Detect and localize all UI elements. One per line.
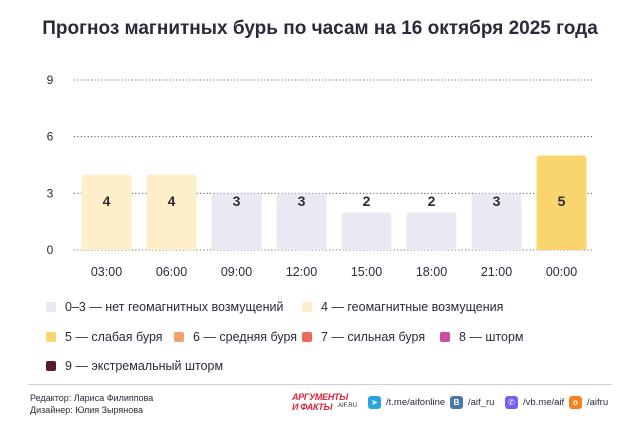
vk-icon: B xyxy=(450,396,463,409)
x-tick-label: 15:00 xyxy=(351,265,382,279)
social-label: /aif_ru xyxy=(468,397,495,408)
legend-swatch xyxy=(174,332,184,342)
bar xyxy=(471,193,522,250)
bar-value-label: 2 xyxy=(363,193,371,209)
social-label: /vb.me/aif xyxy=(523,397,565,408)
legend-item-8: 8 — шторм xyxy=(440,330,524,344)
x-tick-label: 21:00 xyxy=(481,265,512,279)
social-viber-link[interactable]: ✆ /vb.me/aif xyxy=(505,396,564,409)
bar xyxy=(211,193,262,250)
bar xyxy=(536,155,587,250)
bar-chart: 0 3 6 9 4 03:00 4 06:00 3 09:00 3 12:00 2 15:00 2 18:00… xyxy=(47,73,594,279)
bar-value-label: 3 xyxy=(233,193,241,209)
x-tick-label: 09:00 xyxy=(221,265,252,279)
bar-value-label: 3 xyxy=(493,193,501,209)
legend-swatch xyxy=(46,332,56,342)
legend-label: 8 — шторм xyxy=(459,330,524,344)
bar-value-label: 5 xyxy=(558,193,566,209)
bar xyxy=(81,174,132,250)
bar-value-label: 2 xyxy=(428,193,436,209)
social-label: /t.me/aifonline xyxy=(386,397,446,408)
y-tick-label: 3 xyxy=(47,186,54,200)
bar xyxy=(406,212,457,250)
legend-item-9: 9 — экстремальный шторм xyxy=(46,359,223,373)
legend-label: 9 — экстремальный шторм xyxy=(65,359,224,373)
editor-credit: Редактор: Лариса Филиппова xyxy=(30,393,154,403)
social-telegram-link[interactable]: ➤ /t.me/aifonline xyxy=(368,396,445,409)
x-tick-label: 06:00 xyxy=(156,265,187,279)
legend-swatch xyxy=(302,302,312,312)
ok-icon: о xyxy=(569,396,582,409)
legend-item-5: 5 — слабая буря xyxy=(46,330,163,344)
social-label: /aifru xyxy=(587,397,609,408)
credits: Редактор: Лариса Филиппова Дизайнер: Юли… xyxy=(30,392,153,416)
bar-value-label: 4 xyxy=(103,193,111,209)
footer-divider xyxy=(28,384,612,385)
bar xyxy=(341,212,392,250)
legend-item-6: 6 — средняя буря xyxy=(174,330,297,344)
designer-credit: Дизайнер: Юлия Зырянова xyxy=(30,405,143,415)
legend-label: 7 — сильная буря xyxy=(321,330,426,344)
aif-logo[interactable]: АРГУМЕНТЫ И ФАКТЫ AIF.RU xyxy=(292,392,360,414)
bar xyxy=(276,193,327,250)
bar xyxy=(146,174,197,250)
y-tick-label: 9 xyxy=(47,73,54,87)
x-tick-label: 03:00 xyxy=(91,265,122,279)
legend-item-7: 7 — сильная буря xyxy=(302,330,425,344)
legend-swatch xyxy=(46,361,56,371)
legend-label: 5 — слабая буря xyxy=(65,330,163,344)
logo-line-2: И ФАКТЫ xyxy=(292,402,333,412)
x-tick-label: 18:00 xyxy=(416,265,447,279)
chart-title: Прогноз магнитных бурь по часам на 16 ок… xyxy=(42,18,598,39)
x-tick-label: 12:00 xyxy=(286,265,317,279)
legend-swatch xyxy=(302,332,312,342)
logo-line-3: AIF.RU xyxy=(338,403,358,409)
legend-label: 0–3 — нет геомагнитных возмущений xyxy=(65,300,284,314)
telegram-icon: ➤ xyxy=(368,396,381,409)
legend-swatch xyxy=(46,302,56,312)
legend-swatch xyxy=(440,332,450,342)
legend-label: 6 — средняя буря xyxy=(193,330,298,344)
legend-item-0-3: 0–3 — нет геомагнитных возмущений xyxy=(46,300,283,314)
bar-value-label: 4 xyxy=(168,193,176,209)
bar-value-label: 3 xyxy=(298,193,306,209)
viber-icon: ✆ xyxy=(505,396,518,409)
y-tick-label: 6 xyxy=(47,130,54,144)
y-tick-label: 0 xyxy=(47,243,54,257)
social-vk-link[interactable]: B /aif_ru xyxy=(450,396,494,409)
x-tick-label: 00:00 xyxy=(546,265,577,279)
legend-item-4: 4 — геомагнитные возмущения xyxy=(302,300,503,314)
logo-line-1: АРГУМЕНТЫ xyxy=(292,392,348,402)
social-ok-link[interactable]: о /aifru xyxy=(569,396,608,409)
legend-label: 4 — геомагнитные возмущения xyxy=(321,300,504,314)
